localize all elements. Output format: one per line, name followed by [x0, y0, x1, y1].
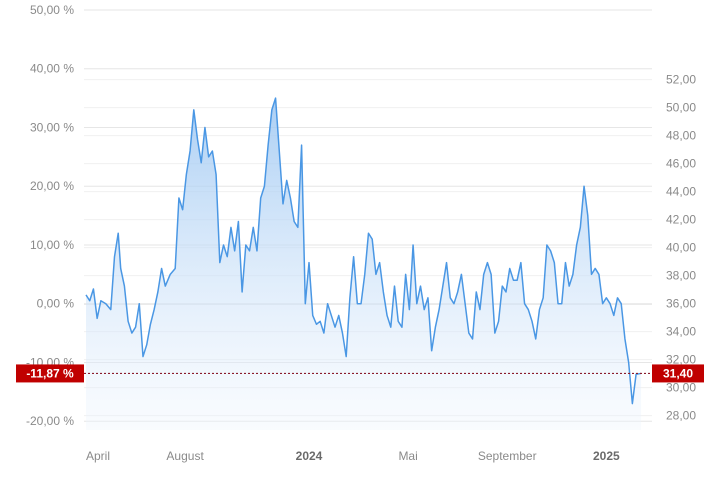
right-tick-label: 50,00: [666, 101, 696, 115]
x-tick-label: September: [478, 449, 537, 463]
last-price-badge: [652, 364, 704, 383]
x-tick-label: April: [86, 449, 110, 463]
left-tick-label: 10,00 %: [30, 238, 74, 252]
x-tick-label: 2025: [593, 449, 620, 463]
right-tick-label: 38,00: [666, 269, 696, 283]
right-tick-label: 48,00: [666, 129, 696, 143]
x-tick-label: 2024: [296, 449, 323, 463]
right-tick-label: 52,00: [666, 73, 696, 87]
right-tick-label: 42,00: [666, 213, 696, 227]
series-area: [86, 98, 642, 431]
left-axis-ticks: 50,00 % 40,00 % 30,00 % 20,00 % 10,00 % 0,00 …: [26, 3, 74, 428]
price-line: [85, 97, 642, 405]
right-tick-label: 46,00: [666, 157, 696, 171]
last-percent-badge: [16, 364, 84, 383]
x-tick-label: Mai: [398, 449, 417, 463]
x-axis-ticks: April August 2024 Mai September 2025: [86, 449, 620, 463]
left-tick-label: 50,00 %: [30, 3, 74, 17]
series-line: [85, 97, 642, 405]
left-tick-label: -20,00 %: [26, 414, 74, 428]
right-tick-label: 28,00: [666, 409, 696, 423]
area-fill: [86, 98, 642, 431]
last-price-badge-label: 31,40: [663, 366, 693, 380]
x-tick-label: August: [166, 449, 204, 463]
left-tick-label: 0,00 %: [37, 297, 75, 311]
left-tick-label: 30,00 %: [30, 120, 74, 134]
right-tick-label: 40,00: [666, 241, 696, 255]
left-tick-label: 20,00 %: [30, 179, 74, 193]
right-tick-label: 44,00: [666, 185, 696, 199]
right-tick-label: 36,00: [666, 297, 696, 311]
right-tick-label: 32,00: [666, 353, 696, 367]
last-value-markers: -11,87 % 31,40: [16, 364, 704, 383]
right-tick-label: 34,00: [666, 325, 696, 339]
right-tick-label: 30,00: [666, 381, 696, 395]
right-axis-ticks: 52,00 50,00 48,00 46,00 44,00 42,00 40,00 38,00…: [666, 73, 696, 423]
last-percent-badge-label: -11,87 %: [26, 366, 74, 380]
left-tick-label: 40,00 %: [30, 62, 74, 76]
